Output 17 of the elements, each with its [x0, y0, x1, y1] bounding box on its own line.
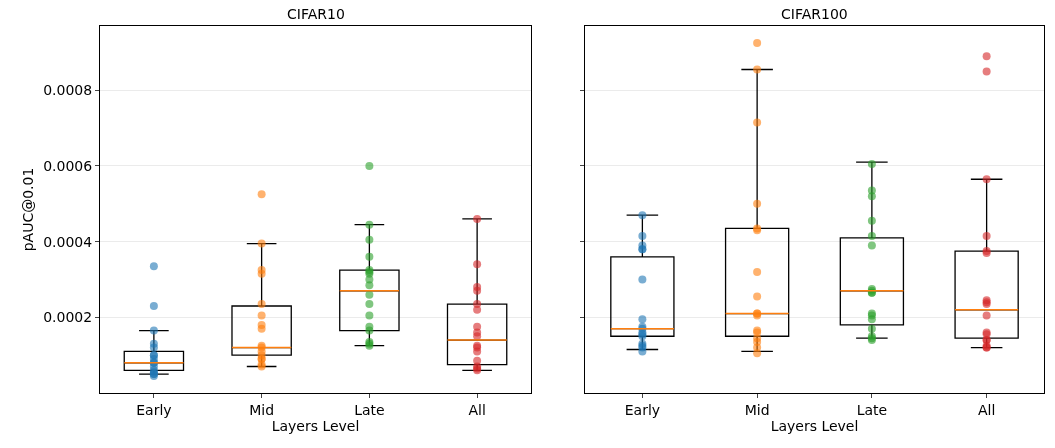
y-tick-label: 0.0008 [43, 82, 93, 99]
x-tick-label: Early [624, 401, 661, 418]
chart-title: CIFAR100 [781, 6, 848, 22]
y-tick-label: 0.0002 [43, 309, 93, 326]
x-axis-title: Layers Level [271, 418, 360, 435]
y-tick-label: 0.0004 [43, 233, 93, 250]
x-tick-label: All [977, 401, 996, 418]
x-tick-label: Mid [249, 401, 275, 418]
x-tick-label: Late [354, 401, 385, 418]
x-tick-label: All [468, 401, 486, 418]
chart-title: CIFAR10 [287, 6, 345, 22]
y-tick-label: 0.0006 [43, 157, 93, 174]
x-tick-label: Early [136, 401, 172, 418]
x-tick-label: Late [856, 401, 888, 418]
y-axis-title: pAUC@0.01 [19, 167, 36, 252]
x-axis-title: Layers Level [770, 418, 859, 435]
x-tick-label: Mid [744, 401, 770, 418]
